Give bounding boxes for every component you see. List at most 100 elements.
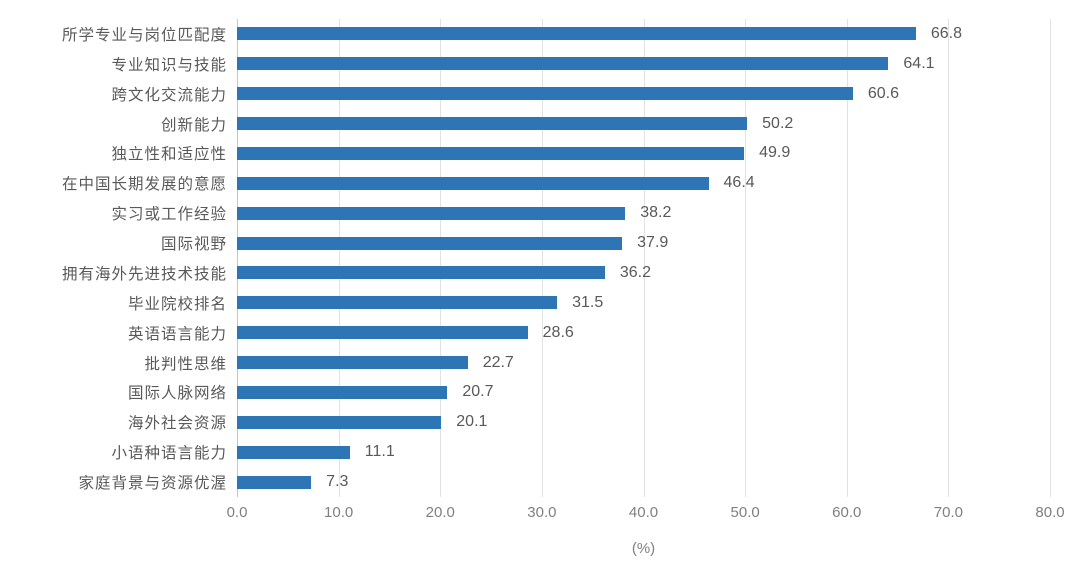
category-label: 国际人脉网络 <box>127 385 227 403</box>
gridline <box>541 19 543 497</box>
gridline <box>440 19 442 497</box>
category-label: 所学专业与岗位匹配度 <box>61 26 227 44</box>
bar-zone: 64.1 <box>237 49 1050 79</box>
category-label: 海外社会资源 <box>127 415 227 433</box>
bar-rows: 所学专业与岗位匹配度 66.8 专业知识与技能 64.1 跨文化交流能力 60.… <box>0 19 1050 497</box>
bar-row: 海外社会资源 20.1 <box>0 407 1050 437</box>
bar-zone: 50.2 <box>237 109 1050 139</box>
x-axis-tick-label: 0.0 <box>226 504 248 521</box>
value-label: 60.6 <box>867 84 899 102</box>
value-label: 22.7 <box>482 353 514 371</box>
bar <box>237 117 748 131</box>
category-label: 创新能力 <box>160 116 227 134</box>
value-label: 28.6 <box>542 323 574 341</box>
x-axis-title: (%) <box>631 540 656 557</box>
category-label: 国际视野 <box>160 236 227 254</box>
bar <box>237 326 528 340</box>
bar-row: 国际视野 37.9 <box>0 228 1050 258</box>
value-label: 38.2 <box>640 204 672 222</box>
bar-zone: 49.9 <box>237 139 1050 169</box>
bar <box>237 445 350 459</box>
bar-zone: 60.6 <box>237 79 1050 109</box>
y-axis-line <box>237 19 238 497</box>
bar <box>237 296 558 310</box>
category-label: 跨文化交流能力 <box>111 86 227 104</box>
bar-zone: 20.7 <box>237 378 1050 408</box>
bar <box>237 146 745 160</box>
value-label: 49.9 <box>759 144 791 162</box>
bar-row: 英语语言能力 28.6 <box>0 318 1050 348</box>
bar <box>237 206 626 220</box>
gridline <box>338 19 340 497</box>
bar <box>237 87 853 101</box>
bar-row: 拥有海外先进技术技能 36.2 <box>0 258 1050 288</box>
bar-row: 小语种语言能力 11.1 <box>0 437 1050 467</box>
category-label: 独立性和适应性 <box>111 146 227 164</box>
gridline <box>948 19 950 497</box>
bar-row: 独立性和适应性 49.9 <box>0 139 1050 169</box>
value-label: 37.9 <box>637 234 669 252</box>
value-label: 11.1 <box>364 443 395 461</box>
value-label: 36.2 <box>619 263 652 281</box>
bar-row: 创新能力 50.2 <box>0 109 1050 139</box>
bar-row: 所学专业与岗位匹配度 66.8 <box>0 19 1050 49</box>
bar <box>237 266 605 280</box>
bar <box>237 356 468 370</box>
category-label: 实习或工作经验 <box>111 206 227 224</box>
bar-row: 在中国长期发展的意愿 46.4 <box>0 168 1050 198</box>
x-axis-tick-label: 80.0 <box>1035 504 1065 521</box>
gridline <box>1050 19 1051 497</box>
category-label: 毕业院校排名 <box>127 295 227 313</box>
category-label: 批判性思维 <box>144 355 227 373</box>
bar-zone: 7.3 <box>237 467 1050 497</box>
bar-zone: 31.5 <box>237 288 1050 318</box>
x-axis-tick-label: 30.0 <box>527 504 557 521</box>
category-label: 专业知识与技能 <box>111 56 227 74</box>
value-label: 20.7 <box>462 383 494 401</box>
value-label: 50.2 <box>762 114 794 132</box>
bar-row: 家庭背景与资源优渥 7.3 <box>0 467 1050 497</box>
bar-zone: 36.2 <box>237 258 1050 288</box>
x-axis-tick-label: 40.0 <box>628 504 659 521</box>
bar-zone: 37.9 <box>237 228 1050 258</box>
x-axis-tick-label: 10.0 <box>324 504 354 521</box>
category-label: 在中国长期发展的意愿 <box>61 176 227 194</box>
category-label: 英语语言能力 <box>127 325 227 343</box>
gridline <box>745 19 747 497</box>
bar <box>237 385 448 399</box>
bar-zone: 46.4 <box>237 168 1050 198</box>
gridline <box>846 19 848 497</box>
bar <box>237 475 312 489</box>
bar <box>237 176 709 190</box>
value-label: 64.1 <box>903 54 935 72</box>
bar-row: 毕业院校排名 31.5 <box>0 288 1050 318</box>
gridline <box>643 19 645 497</box>
bar <box>237 415 442 429</box>
bar <box>237 27 916 41</box>
bar <box>237 57 889 71</box>
bar-zone: 28.6 <box>237 318 1050 348</box>
bar-zone: 66.8 <box>237 19 1050 49</box>
bar-zone: 38.2 <box>237 198 1050 228</box>
category-label: 拥有海外先进技术技能 <box>61 265 227 283</box>
bar-row: 专业知识与技能 64.1 <box>0 49 1050 79</box>
plot-gridlines <box>237 19 1051 497</box>
x-axis-tick-label: 60.0 <box>832 504 862 521</box>
x-axis: 0.0 10.0 20.0 30.0 40.0 50.0 60.0 70.0 80.0 <box>227 504 1065 524</box>
x-axis-tick-label: 20.0 <box>425 504 455 521</box>
x-axis-tick-label: 70.0 <box>933 504 963 521</box>
value-label: 7.3 <box>326 473 349 491</box>
bar <box>237 236 623 250</box>
bar-row: 批判性思维 22.7 <box>0 348 1050 378</box>
bar-row: 跨文化交流能力 60.6 <box>0 79 1050 109</box>
bar-zone: 11.1 <box>237 437 1050 467</box>
x-axis-tick-label: 50.0 <box>730 504 760 521</box>
bar-row: 国际人脉网络 20.7 <box>0 378 1050 408</box>
value-label: 31.5 <box>572 293 604 311</box>
bar-zone: 22.7 <box>237 348 1050 378</box>
bar-zone: 20.1 <box>237 407 1050 437</box>
value-label: 46.4 <box>723 174 755 192</box>
value-label: 20.1 <box>456 413 488 431</box>
value-label: 66.8 <box>930 24 962 42</box>
